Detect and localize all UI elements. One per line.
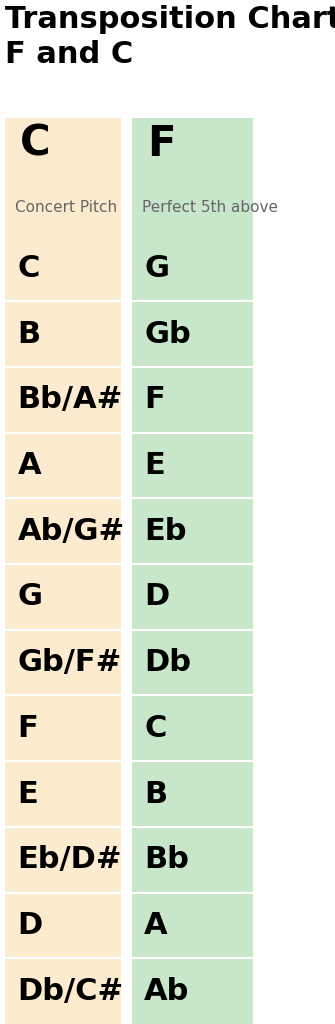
Bar bbox=[5, 761, 121, 826]
Text: Perfect 5th above: Perfect 5th above bbox=[142, 200, 278, 215]
Text: Db: Db bbox=[144, 648, 191, 677]
Bar bbox=[132, 301, 253, 367]
Bar bbox=[5, 958, 121, 1024]
Text: Eb/D#: Eb/D# bbox=[18, 845, 122, 874]
Text: F: F bbox=[147, 123, 175, 165]
Text: C: C bbox=[144, 714, 166, 742]
Bar bbox=[132, 761, 253, 826]
Text: G: G bbox=[144, 254, 169, 283]
Text: E: E bbox=[18, 779, 39, 809]
Text: Db/C#: Db/C# bbox=[18, 977, 124, 1006]
Bar bbox=[5, 827, 121, 893]
Bar bbox=[5, 118, 121, 236]
Text: B: B bbox=[18, 319, 41, 348]
Text: Bb: Bb bbox=[144, 845, 189, 874]
Bar bbox=[5, 367, 121, 432]
Text: Eb: Eb bbox=[144, 517, 187, 546]
Text: Bb/A#: Bb/A# bbox=[18, 385, 123, 415]
Bar bbox=[5, 630, 121, 695]
Text: C: C bbox=[20, 123, 51, 165]
Bar bbox=[132, 893, 253, 958]
Bar bbox=[132, 827, 253, 893]
Text: B: B bbox=[144, 779, 167, 809]
Bar bbox=[5, 301, 121, 367]
Bar bbox=[132, 958, 253, 1024]
Text: F: F bbox=[144, 385, 165, 415]
Bar bbox=[5, 564, 121, 630]
Text: C: C bbox=[18, 254, 40, 283]
Text: Gb: Gb bbox=[144, 319, 191, 348]
Text: Ab/G#: Ab/G# bbox=[18, 517, 125, 546]
Text: Concert Pitch: Concert Pitch bbox=[15, 200, 117, 215]
Bar bbox=[132, 630, 253, 695]
Bar bbox=[132, 432, 253, 499]
Text: G: G bbox=[18, 583, 43, 611]
Bar bbox=[5, 695, 121, 761]
Bar bbox=[5, 432, 121, 499]
Bar bbox=[132, 118, 253, 236]
Bar bbox=[121, 0, 132, 1024]
Text: E: E bbox=[144, 451, 165, 480]
Bar bbox=[132, 695, 253, 761]
Text: Ab: Ab bbox=[144, 977, 190, 1006]
Bar bbox=[5, 893, 121, 958]
Text: Gb/F#: Gb/F# bbox=[18, 648, 122, 677]
Text: Transposition Chart
F and C: Transposition Chart F and C bbox=[5, 5, 335, 69]
Bar bbox=[5, 236, 121, 301]
Text: F: F bbox=[18, 714, 39, 742]
Text: D: D bbox=[18, 911, 43, 940]
Bar bbox=[132, 367, 253, 432]
Text: D: D bbox=[144, 583, 170, 611]
Text: A: A bbox=[144, 911, 168, 940]
Text: A: A bbox=[18, 451, 41, 480]
Bar bbox=[132, 564, 253, 630]
Bar bbox=[132, 499, 253, 564]
Bar bbox=[132, 236, 253, 301]
Bar bbox=[5, 499, 121, 564]
